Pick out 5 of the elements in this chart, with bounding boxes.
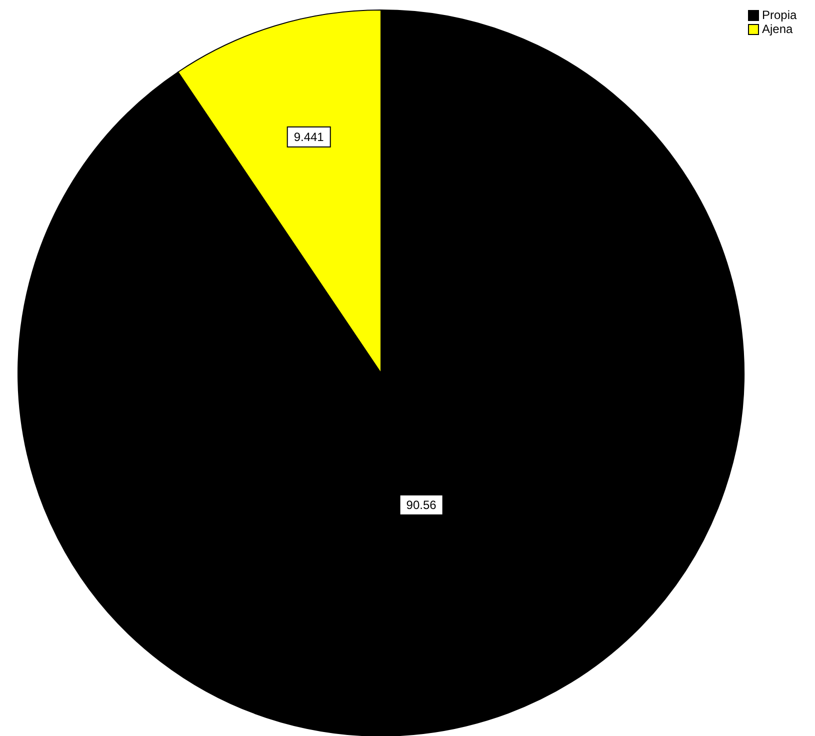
data-label: 9.441 [294, 130, 324, 144]
legend-label: Propia [762, 8, 797, 22]
legend-label: Ajena [762, 22, 793, 36]
pie-slice [18, 10, 744, 736]
data-label: 90.56 [406, 498, 437, 512]
